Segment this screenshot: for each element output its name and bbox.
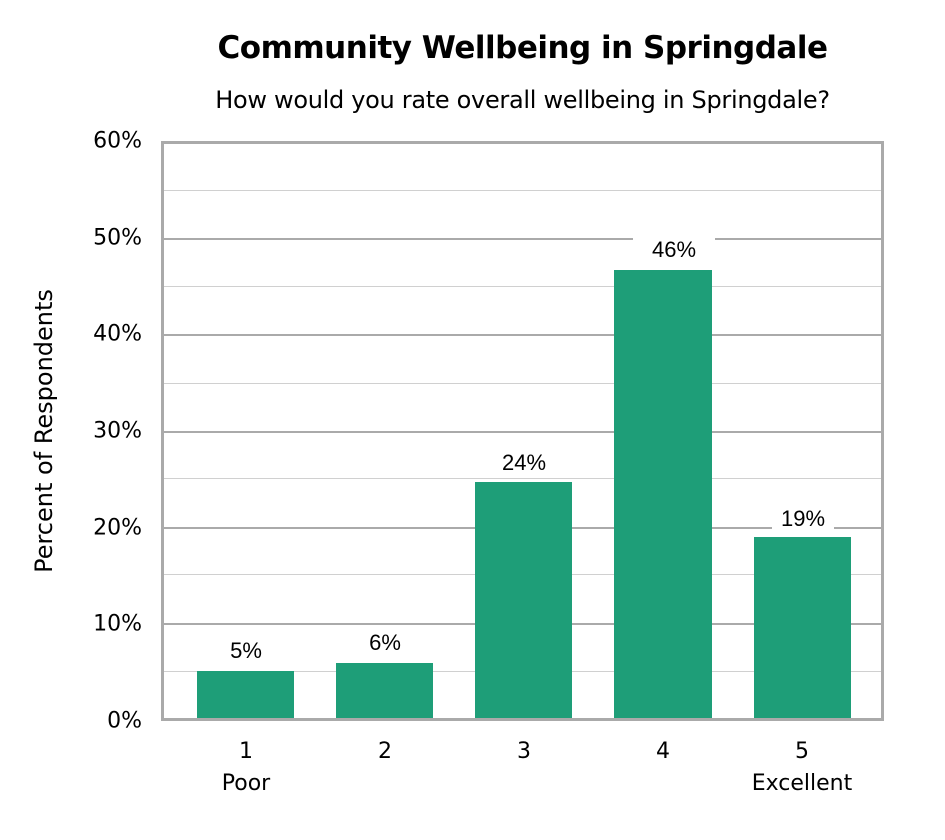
gridline-minor [164,383,881,384]
x-category-sublabel: Excellent [751,771,853,796]
bar-2 [336,663,433,718]
gridline-major [164,431,881,433]
x-category-number: 3 [517,739,531,764]
y-tick-50: 50% [93,225,142,251]
bar-5 [754,537,851,718]
bar-4 [614,270,712,718]
bar-value-label-2: 6% [369,630,401,655]
x-category-1: 1 Poor [166,736,326,800]
gridline-major [164,238,881,240]
gridline-minor [164,286,881,287]
x-category-number: 2 [378,739,392,764]
x-category-4: 4 [583,736,743,768]
gridline-minor [164,190,881,191]
bar-value-label-3: 24% [501,450,547,475]
y-tick-40: 40% [93,321,142,347]
x-category-number: 4 [656,739,670,764]
bar-value-label-5: 19% [772,506,834,532]
x-category-3: 3 [444,736,604,768]
y-tick-10: 10% [93,611,142,637]
plot-area: 5% 6% 24% 46% 19% [161,141,884,721]
gridline-major [164,334,881,336]
gridline-minor [164,478,881,479]
x-category-sublabel: Poor [221,771,271,796]
bar-value-label-4: 46% [633,237,715,263]
x-category-number: 1 [239,739,253,764]
chart-title: Community Wellbeing in Springdale [217,30,828,66]
y-tick-60: 60% [93,128,142,154]
chart-subtitle: How would you rate overall wellbeing in … [215,86,830,114]
bar-value-label-1: 5% [230,638,262,663]
x-category-number: 5 [795,739,809,764]
y-tick-0: 0% [107,708,142,734]
y-tick-20: 20% [93,515,142,541]
bar-3 [475,482,572,718]
x-category-2: 2 [305,736,465,768]
bar-1 [197,671,294,718]
x-category-5: 5 Excellent [722,736,882,800]
y-tick-30: 30% [93,418,142,444]
